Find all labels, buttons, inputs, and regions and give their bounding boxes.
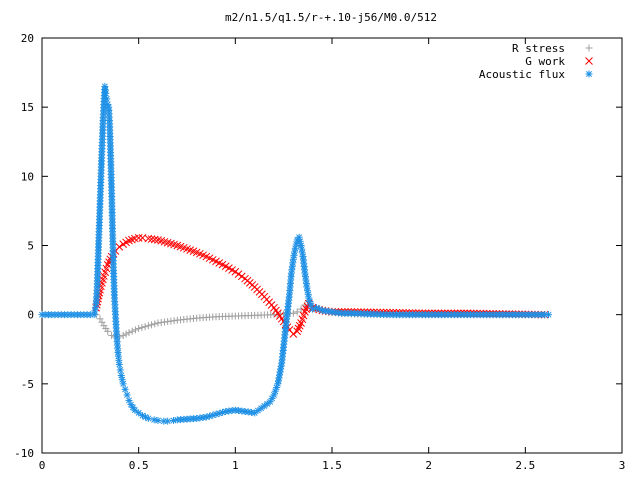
- data-point: [289, 309, 297, 317]
- data-point: [119, 380, 127, 388]
- data-point: [231, 267, 240, 276]
- x-tick-label: 1.5: [322, 459, 342, 472]
- data-point: [108, 331, 116, 339]
- data-point: [164, 417, 172, 425]
- x-tick-label: 0.5: [129, 459, 149, 472]
- data-point-interp: [151, 320, 159, 328]
- data-point: [134, 234, 143, 242]
- x-tick-label: 2.5: [515, 459, 535, 472]
- data-point: [121, 385, 129, 393]
- data-point-interp: [304, 290, 312, 298]
- data-point-interp: [237, 272, 246, 281]
- data-point-interp: [273, 384, 281, 392]
- data-point-interp: [148, 321, 156, 329]
- series-layer: [38, 82, 553, 425]
- data-point: [125, 329, 133, 337]
- data-point-interp: [128, 327, 136, 335]
- data-point: [131, 406, 139, 414]
- data-point-interp: [141, 323, 149, 331]
- data-point: [144, 234, 153, 243]
- data-point: [135, 409, 143, 417]
- series-r-stress: [92, 297, 549, 341]
- legend-marker: [585, 44, 593, 52]
- y-tick-label: 5: [27, 240, 34, 253]
- legend-label: Acoustic flux: [479, 68, 565, 81]
- x-tick-label: 0: [39, 459, 46, 472]
- data-point: [135, 325, 143, 332]
- data-point: [119, 331, 127, 339]
- x-tick-label: 3: [619, 459, 626, 472]
- data-point-interp: [234, 270, 243, 278]
- data-point: [144, 414, 152, 422]
- legend-marker: [585, 70, 593, 78]
- y-tick-label: 0: [27, 309, 34, 322]
- y-tick-label: 15: [21, 101, 34, 114]
- y-tick-label: 20: [21, 32, 34, 45]
- y-tick-label: 10: [21, 170, 34, 183]
- data-point: [96, 315, 104, 323]
- legend-label: R stress: [512, 42, 565, 55]
- series-g-work: [92, 234, 549, 338]
- data-point: [313, 304, 321, 312]
- data-point-interp: [128, 235, 136, 244]
- data-point: [123, 391, 131, 399]
- data-point: [102, 89, 110, 97]
- data-point-interp: [147, 235, 156, 243]
- data-point: [104, 327, 112, 335]
- data-point: [297, 242, 305, 249]
- data-point-interp: [315, 305, 323, 313]
- data-point-interp: [290, 252, 298, 260]
- data-point-interp: [150, 235, 159, 244]
- chart-title: m2/n1.5/q1.5/r-+.10-j56/M0.0/512: [225, 11, 437, 24]
- data-point: [125, 236, 133, 245]
- x-axis: 0 0.5 1 1.5 2 2.5 3: [39, 38, 626, 472]
- x-tick-label: 2: [425, 459, 432, 472]
- data-point: [115, 360, 123, 368]
- legend-label: G work: [525, 55, 565, 68]
- data-point: [545, 311, 553, 319]
- data-point: [144, 322, 152, 330]
- data-point-interp: [275, 374, 283, 382]
- data-point: [103, 95, 111, 103]
- legend-marker: [585, 57, 593, 65]
- data-point: [154, 416, 162, 424]
- y-tick-label: -10: [14, 447, 34, 460]
- data-point-interp: [122, 330, 130, 338]
- data-point: [115, 243, 124, 251]
- data-point-interp: [98, 318, 106, 326]
- data-point-interp: [138, 324, 146, 332]
- y-tick-label: -5: [21, 378, 34, 391]
- data-point-interp: [131, 326, 139, 334]
- x-tick-label: 1: [232, 459, 239, 472]
- data-point: [297, 305, 305, 313]
- series-acoustic-flux: [38, 82, 553, 425]
- data-point: [116, 366, 124, 374]
- data-point: [293, 308, 301, 316]
